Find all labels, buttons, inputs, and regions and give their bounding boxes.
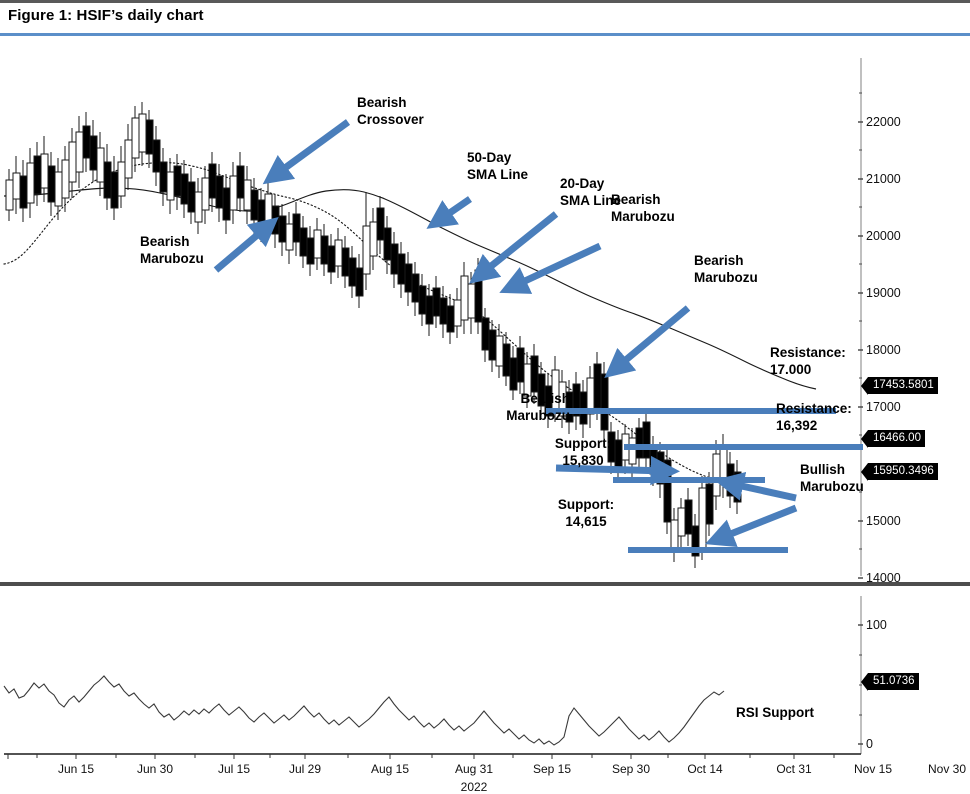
axis-spines — [0, 58, 970, 755]
arrow-bearish-marubozu-3 — [604, 305, 691, 378]
price-badge-value: 17453.5801 — [873, 379, 934, 391]
badge-pointer-icon — [861, 673, 868, 691]
arrow-bearish-crossover — [262, 119, 351, 185]
ytick-14000: 14000 — [866, 571, 901, 585]
annotation-sma-50: 50-Day SMA Line — [467, 150, 529, 182]
annotation-bearish-marubozu-1: Bearish Marubozu — [140, 234, 204, 266]
xtick-aug-31: Aug 31 — [454, 762, 494, 776]
rsi-badge-value: 51.0736 — [873, 675, 915, 687]
annotation-rsi-support: RSI Support — [736, 705, 814, 720]
badge-pointer-icon — [861, 377, 868, 395]
xtick-oct-31: Oct 31 — [776, 762, 812, 776]
rsi-line — [3, 675, 725, 746]
candlestick-series — [5, 102, 742, 568]
xtick-jul-15: Jul 15 — [217, 762, 251, 776]
rsi-badge-51: 51.0736 — [861, 673, 919, 691]
annotation-resistance-16392: Resistance: 16,392 — [776, 401, 852, 433]
xtick-sep-30: Sep 30 — [611, 762, 651, 776]
price-axis-ticks — [858, 92, 863, 579]
xtick-oct-14: Oct 14 — [687, 762, 723, 776]
annotation-arrows — [213, 119, 798, 547]
annotation-bearish-marubozu-4: Bearish Marubozu — [506, 391, 570, 423]
level-lines — [546, 408, 863, 553]
page-title: Figure 1: HSIF’s daily chart — [8, 7, 204, 24]
arrow-bearish-marubozu-4 — [555, 455, 680, 486]
support-line-14615 — [628, 547, 788, 553]
badge-pointer-icon — [861, 430, 868, 448]
rsi-ytick-100: 100 — [866, 618, 887, 632]
annotation-bearish-crossover: Bearish Crossover — [357, 95, 424, 127]
annotation-bearish-marubozu-2: Bearish Marubozu — [611, 192, 675, 224]
support-line-15830 — [613, 477, 765, 483]
arrow-bullish-marubozu-lower — [704, 504, 798, 547]
resistance-line-16392 — [624, 444, 863, 450]
price-badge-17453: 17453.5801 — [861, 377, 938, 395]
ytick-22000: 22000 — [866, 115, 901, 129]
figure-header: Figure 1: HSIF’s daily chart — [0, 0, 970, 36]
price-badge-16466: 16466.00 — [861, 430, 925, 448]
resistance-line-17000 — [546, 408, 836, 414]
ytick-18000: 18000 — [866, 343, 901, 357]
arrow-bearish-marubozu-2 — [499, 242, 602, 294]
xtick-nov-30: Nov 30 — [927, 762, 967, 776]
annotation-bullish-marubozu: Bullish Marubozu — [800, 462, 864, 494]
ytick-21000: 21000 — [866, 172, 901, 186]
rsi-ytick-0: 0 — [866, 737, 873, 751]
xtick-sep-15: Sep 15 — [532, 762, 572, 776]
arrow-sma-20 — [469, 211, 559, 284]
ytick-17000: 17000 — [866, 400, 901, 414]
ytick-15000: 15000 — [866, 514, 901, 528]
price-badge-15950: 15950.3496 — [861, 463, 938, 481]
ytick-20000: 20000 — [866, 229, 901, 243]
badge-pointer-icon — [861, 463, 868, 481]
chart-area: 22000 21000 20000 19000 18000 17000 1500… — [0, 36, 970, 794]
chart-plot — [0, 58, 970, 759]
price-badge-value: 15950.3496 — [873, 465, 934, 477]
x-axis-ticks — [7, 754, 835, 759]
annotation-support-14615: Support: 14,615 — [557, 497, 615, 529]
annotation-sma-20: 20-Day SMA Line — [560, 176, 622, 208]
xtick-jun-30: Jun 30 — [136, 762, 174, 776]
x-axis-year-label: 2022 — [460, 780, 488, 794]
annotation-support-15830: Support: 15,830 — [554, 436, 612, 468]
xtick-jun-15: Jun 15 — [57, 762, 95, 776]
header-bottom-rule — [0, 33, 970, 36]
xtick-jul-29: Jul 29 — [288, 762, 322, 776]
arrow-bearish-marubozu-1 — [213, 216, 279, 273]
xtick-nov-15: Nov 15 — [853, 762, 893, 776]
annotation-resistance-17000: Resistance: 17.000 — [770, 345, 846, 377]
arrow-bullish-marubozu-upper — [714, 471, 797, 502]
arrow-sma-50 — [426, 196, 472, 229]
price-badge-value: 16466.00 — [873, 432, 921, 444]
ytick-19000: 19000 — [866, 286, 901, 300]
xtick-aug-15: Aug 15 — [370, 762, 410, 776]
annotation-bearish-marubozu-3: Bearish Marubozu — [694, 253, 758, 285]
header-top-rule — [0, 0, 970, 3]
